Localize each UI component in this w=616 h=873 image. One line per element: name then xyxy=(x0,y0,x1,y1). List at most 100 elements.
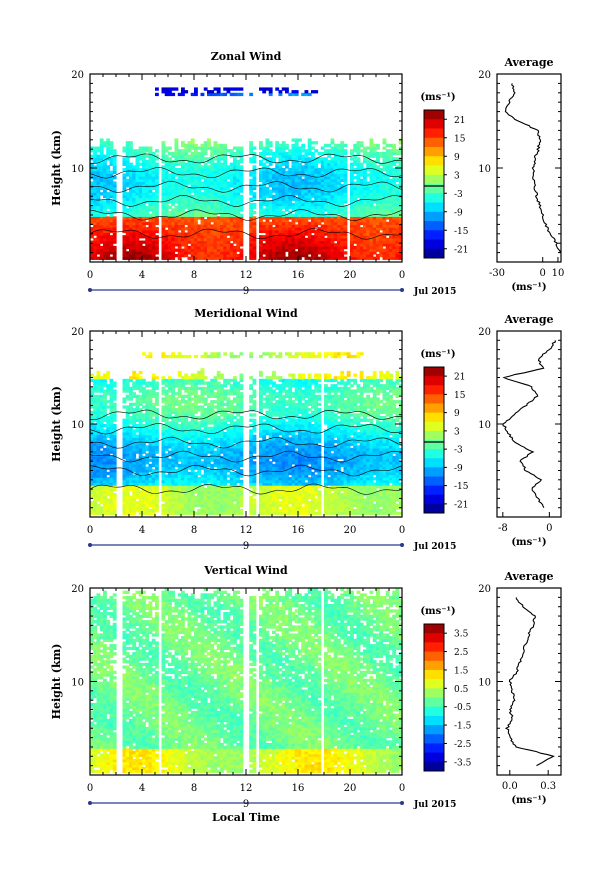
heatmap-cell xyxy=(106,138,111,142)
heatmap-cell xyxy=(168,213,172,217)
heatmap-cell xyxy=(249,210,254,215)
heatmap-cells xyxy=(90,352,403,515)
heatmap-cell xyxy=(229,235,234,239)
heatmap-cell xyxy=(93,192,98,196)
heatmap-cell xyxy=(207,224,211,228)
heatmap-cell xyxy=(138,210,143,215)
heatmap-cell xyxy=(200,197,205,201)
heatmap-cell xyxy=(181,168,185,172)
heatmap-cell xyxy=(138,240,143,244)
heatmap-cell xyxy=(268,216,273,220)
heatmap-cell xyxy=(132,151,137,156)
heatmap-cell xyxy=(164,216,169,220)
heatmap-cell xyxy=(229,237,234,242)
heatmap-cell xyxy=(177,192,182,196)
heatmap-cell xyxy=(151,221,156,225)
heatmap-cell xyxy=(252,210,257,215)
heatmap-cell xyxy=(181,92,185,97)
heatmap-cell xyxy=(174,243,179,247)
heatmap-cell xyxy=(236,178,241,183)
heatmap-cell xyxy=(210,227,215,231)
heatmap-cell xyxy=(213,210,218,215)
heatmap-cell xyxy=(262,176,267,180)
heatmap-cell xyxy=(265,243,270,247)
heatmap-cell xyxy=(194,235,198,239)
heatmap-cell xyxy=(229,200,234,204)
heatmap-cell xyxy=(249,253,254,258)
heatmap-cell xyxy=(171,232,176,236)
heatmap-cell xyxy=(181,157,185,161)
heatmap-cell xyxy=(171,219,176,223)
heatmap-cell xyxy=(112,402,117,406)
heatmap-cell xyxy=(226,232,231,236)
heatmap-cell xyxy=(138,235,143,239)
heatmap-cell xyxy=(181,154,185,158)
heatmap-cell xyxy=(103,176,107,180)
heatmap-cell xyxy=(233,237,237,242)
heatmap-cell xyxy=(93,146,98,150)
heatmap-cell xyxy=(148,253,153,258)
heatmap-cell xyxy=(90,168,94,172)
heatmap-cell xyxy=(112,149,117,153)
heatmap-cell xyxy=(236,162,241,166)
heatmap-cell xyxy=(122,248,127,252)
heatmap-cell xyxy=(190,168,195,172)
heatmap-cell xyxy=(161,178,166,183)
heatmap-cell xyxy=(171,154,176,158)
heatmap-cell xyxy=(96,370,101,375)
heatmap-cell xyxy=(177,186,182,191)
heatmap-cell xyxy=(132,213,137,217)
heatmap-cell xyxy=(122,253,127,258)
colorbar-segment xyxy=(424,248,444,259)
heatmap-cell xyxy=(213,216,218,220)
heatmap-cell xyxy=(216,176,221,180)
heatmap-cell xyxy=(96,184,101,188)
heatmap-cell xyxy=(262,173,267,177)
heatmap-cell xyxy=(187,245,192,250)
heatmap-cell xyxy=(226,168,231,172)
heatmap-cell xyxy=(187,159,192,164)
heatmap-cell xyxy=(161,157,166,161)
heatmap-cell xyxy=(96,208,101,212)
heatmap-cell xyxy=(161,216,166,220)
heatmap-cell xyxy=(135,232,140,236)
heatmap-cell xyxy=(268,237,273,242)
heatmap-cell xyxy=(252,216,257,220)
heatmap-cell xyxy=(301,143,306,148)
heatmap-cell xyxy=(168,162,172,166)
heatmap-cell xyxy=(135,221,140,225)
heatmap-cell xyxy=(213,186,218,191)
heatmap-cell xyxy=(184,189,189,193)
heatmap-cell xyxy=(262,229,267,234)
heatmap-cell xyxy=(268,208,273,212)
heatmap-cell xyxy=(112,216,117,220)
heatmap-cell xyxy=(112,232,117,236)
heatmap-cell xyxy=(112,192,117,196)
heatmap-cell xyxy=(103,219,107,223)
chart-title: Meridional Wind xyxy=(194,307,298,320)
heatmap-cell xyxy=(106,202,111,207)
heatmap-cell xyxy=(96,165,101,169)
heatmap-cell xyxy=(236,159,241,164)
heatmap-cell xyxy=(259,154,263,158)
heatmap-cell xyxy=(210,197,215,201)
heatmap-cell xyxy=(210,192,215,196)
heatmap-cell xyxy=(200,159,205,164)
heatmap-cell xyxy=(249,205,254,209)
heatmap-cell xyxy=(223,181,228,185)
heatmap-cell xyxy=(203,251,208,255)
heatmap-cell xyxy=(174,168,179,172)
heatmap-cell xyxy=(171,235,176,239)
heatmap-cell xyxy=(220,184,224,188)
heatmap-cell xyxy=(252,240,257,244)
heatmap-cell xyxy=(96,170,101,174)
heatmap-cell xyxy=(125,224,130,228)
heatmap-cell xyxy=(210,151,215,156)
heatmap-cell xyxy=(216,243,221,247)
heatmap-cell xyxy=(210,92,215,97)
heatmap-cell xyxy=(148,165,153,169)
heatmap-cell xyxy=(96,243,101,247)
heatmap-cell xyxy=(268,192,273,196)
heatmap-cell xyxy=(129,216,133,220)
heatmap-cell xyxy=(216,159,221,164)
